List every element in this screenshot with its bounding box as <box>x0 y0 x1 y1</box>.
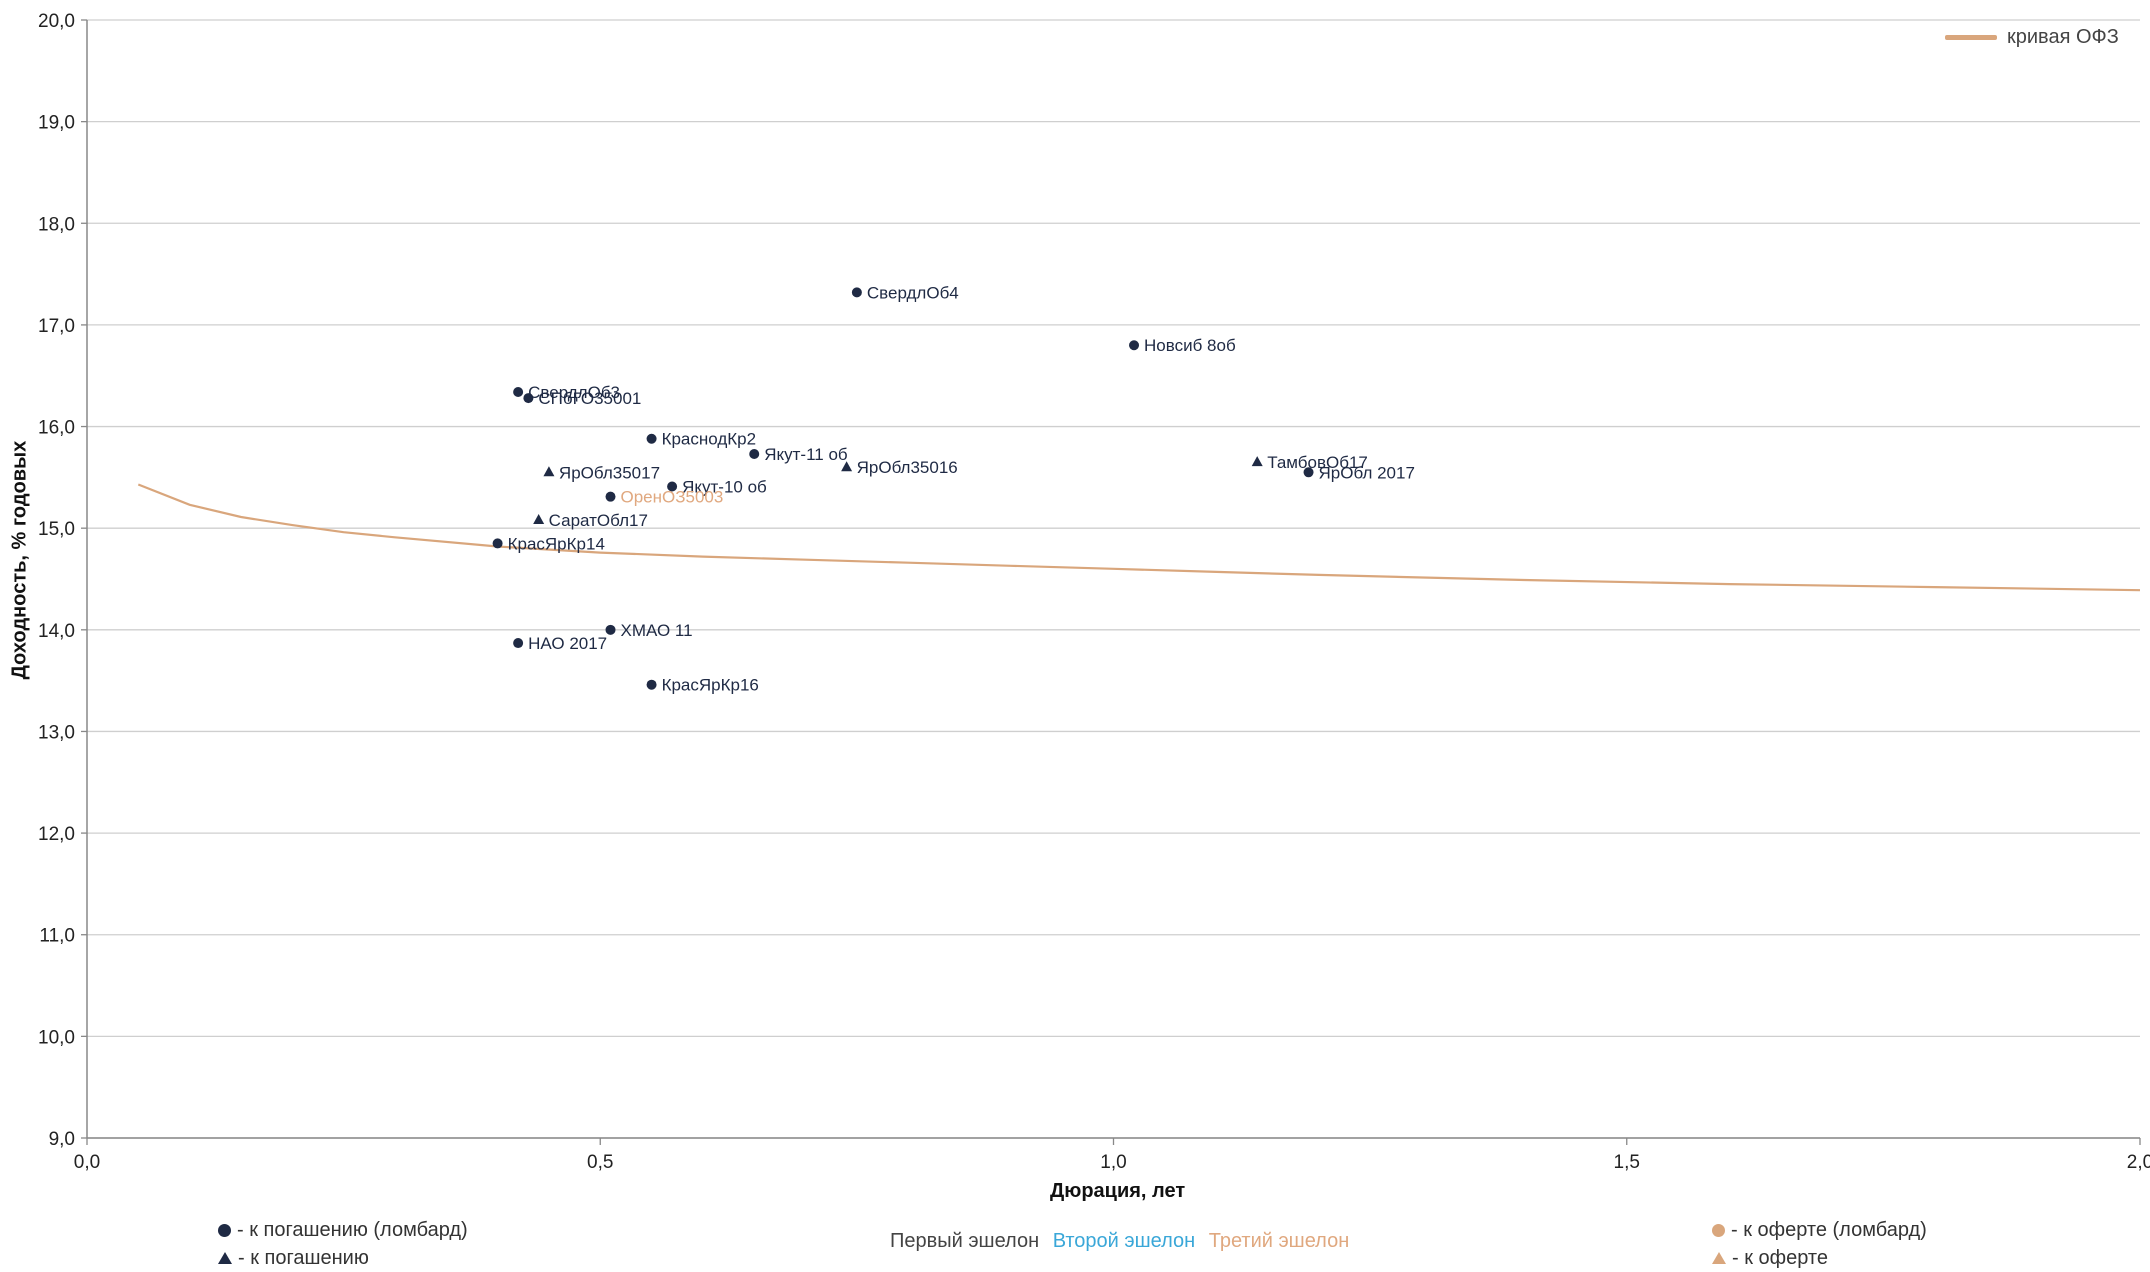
legend-text: - к погашению (ломбард) <box>237 1219 468 1241</box>
point-label: СвердлОб3 <box>528 383 620 402</box>
point-label: КрасЯрКр16 <box>662 676 759 695</box>
legend-offer: - к оферте (ломбард) - к оферте <box>1712 1216 1927 1272</box>
y-tick-label: 14,0 <box>38 621 75 642</box>
circle-point <box>513 386 524 397</box>
tick-labels: 9,0 10,0 11,0 12,0 13,0 14,0 15,0 16,0 17,0 18,0 1… <box>38 11 2150 1173</box>
point-label: ОренОЗ5003 <box>621 488 724 507</box>
point-label: СвердлОб4 <box>867 283 959 302</box>
y-tick-label: 20,0 <box>38 11 75 32</box>
triangle-point <box>1251 456 1263 467</box>
ofz-curve <box>137 483 2141 592</box>
y-tick-label: 16,0 <box>38 418 75 439</box>
point-label: ХМАО 11 <box>621 621 693 640</box>
y-tick-label: 17,0 <box>38 316 75 337</box>
axes <box>81 19 2141 1145</box>
circle-point <box>605 624 616 635</box>
legend-line-swatch <box>1945 35 1997 40</box>
legend-text: - к погашению <box>238 1247 369 1269</box>
point-label: Новсиб 8об <box>1144 336 1236 355</box>
circle-point <box>646 433 657 444</box>
x-tick-label: 0,0 <box>74 1152 100 1173</box>
circle-point <box>492 538 503 549</box>
circle-point <box>851 287 862 298</box>
y-tick-label: 9,0 <box>49 1129 75 1150</box>
circle-marker-icon <box>218 1223 231 1237</box>
x-tick-label: 1,0 <box>1100 1152 1126 1173</box>
y-tick-label: 10,0 <box>38 1027 75 1048</box>
circle-point <box>667 481 678 492</box>
legend-ofz-label: кривая ОФЗ <box>2007 26 2119 48</box>
point-label: ТамбовОб17 <box>1267 453 1368 472</box>
x-tick-label: 2,0 <box>2127 1152 2150 1173</box>
circle-point <box>605 491 616 502</box>
triangle-point <box>543 466 555 477</box>
legend-item: - к оферте <box>1712 1244 1927 1272</box>
legend-text: - к оферте (ломбард) <box>1731 1219 1927 1241</box>
circle-point <box>646 679 657 690</box>
point-label: СаратОбл17 <box>549 511 648 530</box>
circle-point <box>1303 467 1314 478</box>
legend-text: - к оферте <box>1732 1247 1828 1269</box>
echelon-third: Третий эшелон <box>1208 1230 1350 1252</box>
point-label: ЯрОбл35017 <box>559 463 660 482</box>
x-axis-label: Дюрация, лет <box>1050 1180 1186 1202</box>
triangle-point <box>841 461 853 472</box>
ofz-curve-line <box>137 483 2141 592</box>
legend-redemption: - к погашению (ломбард) - к погашению <box>218 1216 468 1272</box>
grid-lines <box>87 19 2140 1139</box>
circle-marker-icon <box>1712 1223 1725 1237</box>
x-tick-label: 1,5 <box>1614 1152 1640 1173</box>
y-axis-label: Доходность, % годовых <box>8 440 31 680</box>
point-label: КрасЯрКр14 <box>508 534 605 553</box>
point-label: КраснодКр2 <box>662 430 757 449</box>
point-label: Якут-10 об <box>682 478 767 497</box>
triangle-point <box>533 514 545 525</box>
y-tick-label: 15,0 <box>38 519 75 540</box>
y-tick-label: 13,0 <box>38 722 75 743</box>
circle-point <box>523 393 534 404</box>
point-label: ЯрОбл 2017 <box>1319 463 1415 482</box>
point-label: НАО 2017 <box>528 634 607 653</box>
point-label: СПбГО35001 <box>538 389 641 408</box>
circle-point <box>1129 340 1140 351</box>
x-tick-label: 0,5 <box>587 1152 613 1173</box>
y-tick-label: 11,0 <box>39 926 75 947</box>
circle-point <box>749 448 760 459</box>
point-label: ЯрОбл35016 <box>857 458 958 477</box>
point-label: Якут-11 об <box>764 445 848 464</box>
echelon-first: Первый эшелон <box>890 1230 1040 1252</box>
legend-item: - к погашению <box>218 1244 468 1272</box>
legend-item: - к оферте (ломбард) <box>1712 1216 1927 1244</box>
echelon-legend: Первый эшелон Второй эшелон Третий эшело… <box>890 1230 1357 1253</box>
y-tick-label: 12,0 <box>38 824 75 845</box>
y-tick-label: 19,0 <box>38 113 75 134</box>
echelon-second: Второй эшелон <box>1052 1230 1196 1252</box>
legend-item: - к погашению (ломбард) <box>218 1216 468 1244</box>
circle-point <box>513 638 524 649</box>
legend-ofz-curve: кривая ОФЗ <box>1945 26 2119 49</box>
y-tick-label: 18,0 <box>38 214 75 235</box>
